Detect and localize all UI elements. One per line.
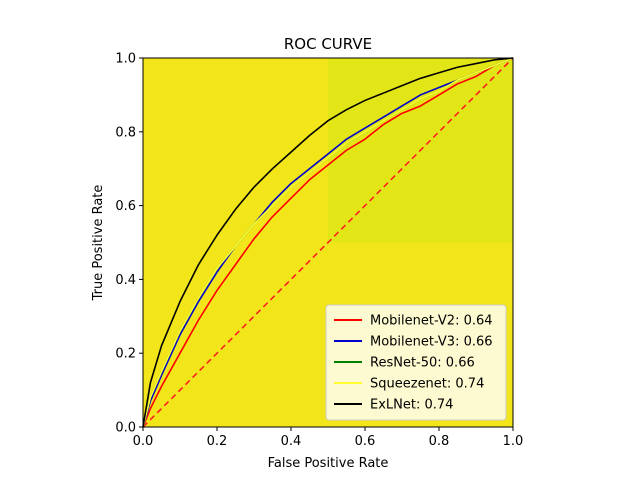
x-tick-label: 0.0 (133, 434, 154, 449)
series-lines (142, 57, 514, 428)
legend: Mobilenet-V2: 0.64 Mobilenet-V3: 0.66 ResN… (325, 304, 507, 421)
y-tick-label: 1.0 (115, 52, 136, 67)
legend-label-exlnet: ExLNet: 0.74 (370, 398, 453, 413)
diagonal-reference (142, 57, 514, 428)
legend-box (325, 304, 507, 421)
series-line-exlnet (142, 57, 514, 428)
plot-frame (142, 57, 514, 428)
series-line-mobilenet-v3 (142, 57, 514, 428)
y-tick-label: 0.2 (115, 347, 136, 362)
y-tick-label: 0.0 (115, 421, 136, 436)
x-tick-label: 0.2 (207, 434, 228, 449)
series-line-mobilenet-v2 (142, 57, 514, 428)
diagonal-line (142, 57, 514, 428)
y-tick-label: 0.6 (115, 199, 136, 214)
y-tick-label: 0.8 (115, 125, 136, 140)
y-axis-ticks: 0.0 0.2 0.4 0.6 0.8 1.0 (115, 52, 143, 436)
legend-label-mobilenet-v2: Mobilenet-V2: 0.64 (370, 314, 493, 329)
x-axis-label: False Positive Rate (268, 456, 389, 471)
y-tick-label: 0.4 (115, 273, 136, 288)
x-tick-label: 0.4 (281, 434, 302, 449)
x-tick-label: 0.8 (429, 434, 450, 449)
chart-title: ROC CURVE (284, 35, 372, 53)
x-tick-label: 0.6 (355, 434, 376, 449)
legend-label-mobilenet-v3: Mobilenet-V3: 0.66 (370, 335, 493, 350)
legend-label-squeezenet: Squeezenet: 0.74 (370, 377, 484, 392)
x-axis-ticks: 0.0 0.2 0.4 0.6 0.8 1.0 (133, 427, 524, 449)
legend-label-resnet-50: ResNet-50: 0.66 (370, 356, 475, 371)
y-axis-label: True Positive Rate (91, 185, 106, 302)
x-tick-label: 1.0 (503, 434, 524, 449)
background-region-1 (143, 58, 328, 427)
series-line-squeezenet (142, 57, 514, 428)
